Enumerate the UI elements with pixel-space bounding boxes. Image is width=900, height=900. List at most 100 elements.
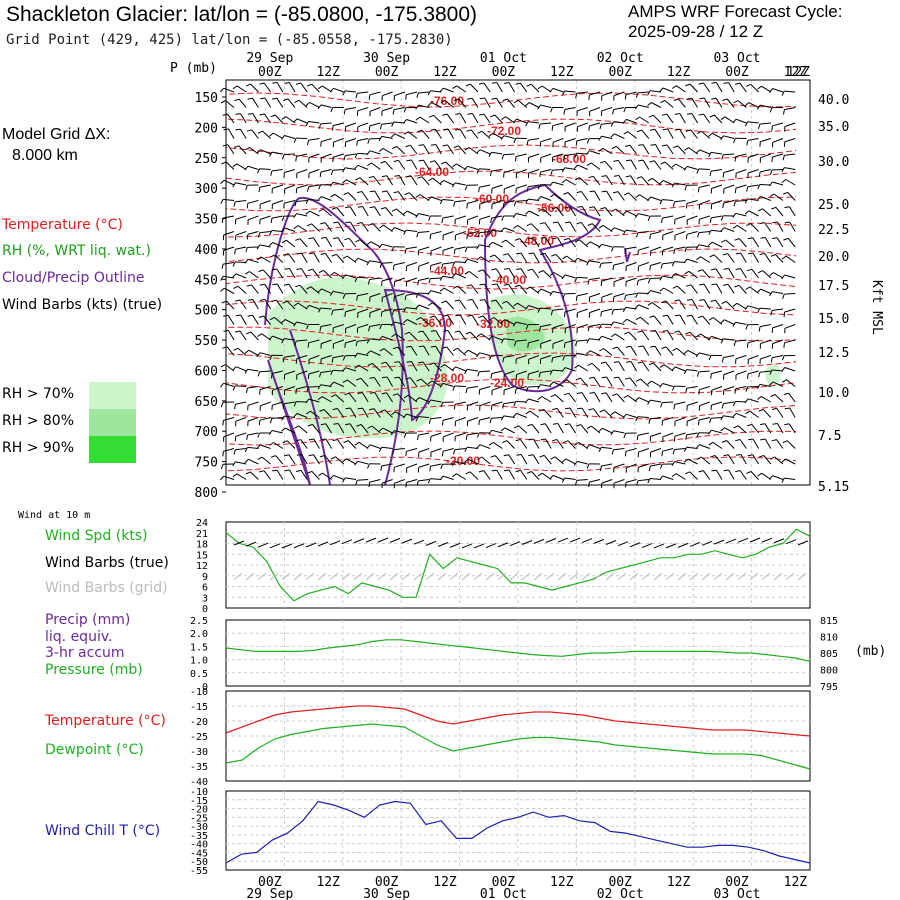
wind-barb [379,224,393,232]
wind-barb-shaft [662,199,674,201]
wind-barb-shaft [504,184,515,190]
wind-barb-flag [601,175,607,177]
wind-barb [257,168,271,174]
wind-barb-flag [721,403,724,409]
wind-barb-flag [695,352,700,358]
wind-barb-flag [379,263,383,269]
wind-barb-shaft [601,293,613,298]
wind-barb [735,169,747,179]
wind-barb-shaft [637,432,649,436]
wind-barb [674,417,686,427]
wind-barb-shaft [540,384,552,387]
wind-barb-flag [672,201,675,207]
wind-barb-flag [647,399,651,405]
wind-barb-shaft [272,241,284,248]
wind-barb-shaft [654,330,662,341]
wind-barb-flag [333,237,339,240]
wind-barb-shaft [723,355,735,358]
wind-barb-shaft [688,270,698,279]
wind-barb [223,128,235,139]
wind-barb-flag [488,430,493,435]
windchill-panel-tick-label: -30 [190,822,208,833]
wind-barb-shaft [394,463,405,468]
wind-barb-shaft [447,144,455,155]
wind-barb [416,378,430,387]
wind-barb-shaft [263,315,271,325]
wind-barb-shaft [323,270,332,279]
wind-barb-flag [281,427,286,432]
wind-barb [306,324,320,330]
wind-barb-shaft [752,252,760,263]
wind-barb-shaft [555,254,564,263]
wind-barb [599,262,613,269]
wind-barb [598,135,613,141]
wind-barb-flag [305,410,311,415]
wind-barb-flag [329,474,334,480]
wind-barb [272,283,284,294]
wind-barb-flag [623,131,629,135]
wind-barb-shaft [237,347,247,356]
wind-barb-flag [259,283,265,286]
wind-barb-flag [355,341,358,347]
wind-barb-flag [403,119,407,124]
wind-barb [515,469,528,480]
wind-barb-shaft [616,393,625,403]
wind-barb-shaft [667,330,674,341]
wind-barb-shaft [459,113,467,124]
wind-barb-true [473,543,485,549]
windchill-panel-tick-label: -10 [190,787,208,798]
wind-barb [427,290,442,295]
wind-barb-flag [732,412,737,418]
wind-barb [442,246,454,256]
wind-barb [698,113,711,124]
wind-barb-flag [464,270,470,275]
wind-barb [378,243,393,249]
wind-barb-shaft [674,432,686,437]
wind-barb-flag [342,90,346,96]
wind-barb-shaft [530,223,540,232]
wind-barb-flag [552,407,558,411]
wind-barb [746,184,759,192]
wind-barb-shaft [345,339,357,344]
wind-barb-shaft [456,85,467,93]
wind-barb-shaft [760,153,771,159]
wind-barb-flag [501,300,507,304]
wind-barb [222,231,235,241]
wind-barb-flag [772,423,778,425]
wind-barb-flag [321,237,327,239]
wind-barb-shaft [503,401,515,405]
wind-barb-flag [270,218,273,224]
wind-barb [575,424,589,434]
wind-barb [427,478,442,484]
wind-barb [393,479,405,489]
wind-barb [637,262,649,272]
wind-barb-flag [649,265,651,271]
temperature-label: Temperature (°C) [45,713,166,729]
wind-barb [561,477,576,483]
wind-barb-flag [622,229,627,235]
wind-barb [244,368,259,374]
wind-barb-flag [439,287,445,292]
wind-barb-flag [746,342,749,348]
pressure-tick-label: 250 [195,152,218,167]
wind-barb-flag [366,338,370,344]
wind-barb-flag [442,314,448,317]
wind-barb [281,215,296,221]
wind-barb [697,417,710,426]
wind-barb [439,199,454,205]
wind-barb [232,182,247,188]
wind-barb-shaft [508,284,516,294]
wind-barb-flag [464,258,468,264]
wind-barb [222,448,235,457]
wind-barb-flag [733,138,736,144]
wind-barb [294,425,308,434]
wind-barb [476,168,491,174]
wind-barb [455,113,467,124]
wind-barb [416,231,430,238]
wind-barb [637,246,649,256]
wind-barb-shaft [674,461,686,465]
wind-barb-shaft [321,196,332,201]
wind-barb-shaft [637,231,649,234]
wind-barb-flag [760,438,766,441]
wind-barb-shaft [483,82,491,93]
